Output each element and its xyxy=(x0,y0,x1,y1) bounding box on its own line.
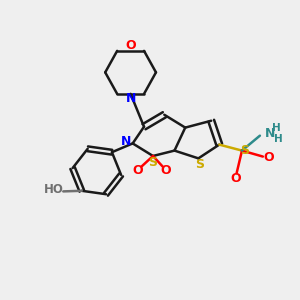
Text: N: N xyxy=(121,134,131,148)
Text: H: H xyxy=(272,123,281,133)
Text: HO: HO xyxy=(44,183,64,196)
Text: O: O xyxy=(133,164,143,177)
Text: N: N xyxy=(265,127,275,140)
Text: O: O xyxy=(263,151,274,164)
Text: O: O xyxy=(125,39,136,52)
Text: N: N xyxy=(125,92,136,105)
Text: O: O xyxy=(161,164,171,177)
Text: H: H xyxy=(274,134,283,144)
Text: S: S xyxy=(240,143,249,157)
Text: S: S xyxy=(148,156,157,169)
Text: O: O xyxy=(231,172,241,185)
Text: S: S xyxy=(195,158,204,171)
